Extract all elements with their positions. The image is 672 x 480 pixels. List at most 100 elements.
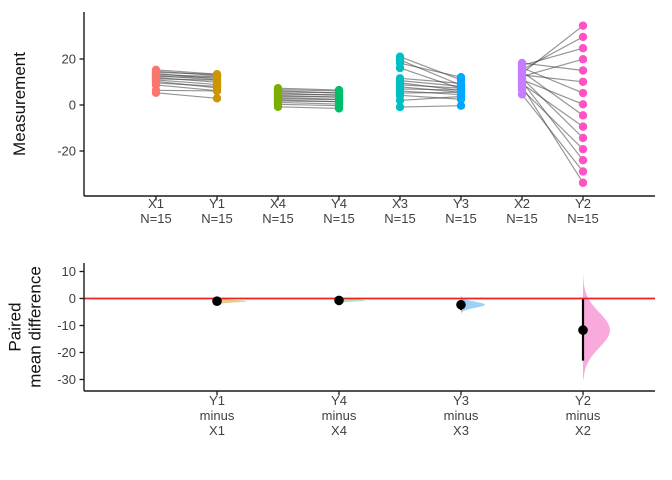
pair-line	[521, 71, 584, 116]
data-point	[578, 133, 588, 143]
bottom-panel: 100-10-20-30Y1minusX1Y4minusX4Y3minusX3Y…	[57, 263, 655, 438]
pair-line	[155, 71, 218, 75]
pair-line	[521, 81, 584, 161]
pair-line	[277, 89, 340, 92]
data-point	[395, 102, 405, 112]
pair-line	[399, 77, 462, 84]
group-label: X3	[392, 196, 408, 211]
data-point	[456, 101, 466, 110]
data-point	[578, 77, 588, 86]
data-point	[578, 122, 588, 131]
data-point	[578, 32, 588, 42]
pair-line	[277, 106, 340, 110]
swarm-group-Y2	[578, 21, 588, 187]
pair-line	[521, 79, 584, 105]
y-tick-label: 0	[69, 98, 76, 113]
data-point	[578, 167, 588, 176]
pair-line	[399, 56, 462, 81]
data-point	[578, 144, 588, 154]
pair-line	[155, 78, 218, 81]
group-label: Y1	[209, 196, 225, 211]
group-n-label: N=15	[140, 211, 171, 226]
pair-lines	[155, 25, 584, 184]
y-tick-label: 0	[69, 291, 76, 306]
pair-line	[155, 82, 218, 87]
effect-violin	[217, 298, 247, 306]
pair-line	[521, 47, 584, 66]
effect-mean-dot	[578, 325, 588, 335]
comparison-label: X1	[209, 423, 225, 438]
pair-line	[399, 80, 462, 87]
y-tick-label: -30	[57, 372, 76, 387]
pair-line	[399, 84, 462, 89]
data-point	[334, 104, 344, 113]
group-n-label: N=15	[445, 211, 476, 226]
group-n-label: N=15	[323, 211, 354, 226]
pair-line	[399, 88, 462, 91]
data-point	[578, 66, 588, 75]
pair-line	[399, 95, 462, 101]
data-point	[456, 92, 466, 101]
swarm-group-X1	[151, 65, 161, 98]
pair-line	[277, 91, 340, 94]
top-panel: 200-20X1N=15Y1N=15X4N=15Y4N=15X3N=15Y3N=…	[57, 12, 655, 226]
bottom-y-axis-title: Paired mean difference	[5, 266, 44, 388]
group-n-label: N=15	[384, 211, 415, 226]
pair-line	[277, 87, 340, 91]
data-point	[578, 21, 588, 30]
swarm-group-Y4	[334, 85, 344, 113]
y-tick-label: 10	[62, 264, 76, 279]
comparison-label: minus	[566, 408, 601, 423]
pair-line	[399, 59, 462, 86]
y-tick-label: -10	[57, 318, 76, 333]
data-point	[212, 94, 222, 103]
data-point	[151, 88, 161, 98]
pair-line	[277, 103, 340, 107]
pair-line	[521, 36, 584, 71]
data-point	[395, 63, 405, 73]
data-point	[212, 86, 222, 96]
pair-line	[521, 85, 584, 184]
bottom-y-axis-title-line1: Paired	[5, 302, 25, 352]
effect-mean-dot	[456, 299, 466, 310]
data-point	[578, 55, 588, 64]
comparison-label: minus	[200, 408, 235, 423]
group-label: X1	[148, 196, 164, 211]
effect-violin	[583, 274, 610, 380]
bottom-y-axis-title-line2: mean difference	[25, 266, 44, 388]
swarm-group-Y3	[456, 72, 466, 110]
group-label: Y3	[453, 196, 469, 211]
pair-line	[155, 92, 218, 99]
data-point	[273, 102, 283, 112]
comparison-label: minus	[322, 408, 357, 423]
pair-line	[521, 25, 584, 74]
swarm-group-X4	[273, 84, 283, 112]
comparison-label: X3	[453, 423, 469, 438]
group-n-label: N=15	[567, 211, 598, 226]
pair-line	[521, 88, 584, 150]
comparison-label: X4	[331, 423, 347, 438]
pair-line	[155, 89, 218, 92]
group-n-label: N=15	[506, 211, 537, 226]
pair-line	[277, 101, 340, 105]
pair-line	[521, 77, 584, 139]
pair-line	[399, 105, 462, 108]
comparison-label: Y2	[575, 393, 591, 408]
data-point	[578, 178, 588, 187]
data-point	[578, 100, 588, 109]
swarm-group-X3	[395, 52, 405, 112]
comparison-label: Y3	[453, 393, 469, 408]
data-point	[578, 156, 588, 165]
comparison-label: Y4	[331, 393, 347, 408]
comparison-label: minus	[444, 408, 479, 423]
y-tick-label: 20	[62, 52, 76, 67]
comparison-label: X2	[575, 423, 591, 438]
data-point	[578, 88, 588, 98]
swarm-group-Y1	[212, 69, 222, 103]
group-n-label: N=15	[201, 211, 232, 226]
swarm-group-X2	[517, 58, 527, 99]
group-label: X4	[270, 196, 286, 211]
y-tick-label: -20	[57, 345, 76, 360]
